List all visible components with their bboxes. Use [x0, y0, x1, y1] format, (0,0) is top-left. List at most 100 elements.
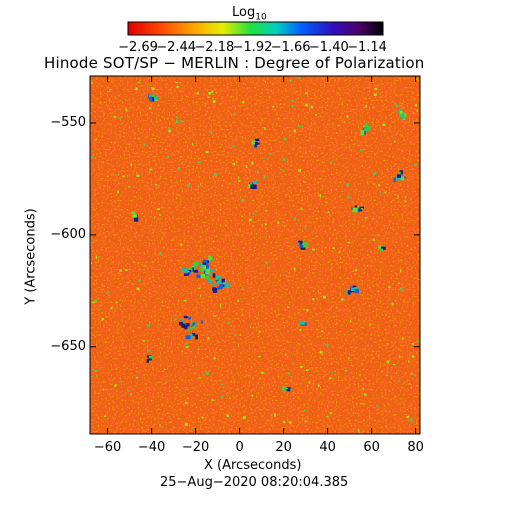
polarization-speck	[410, 419, 413, 423]
polarization-speck	[291, 105, 294, 107]
polarization-speck	[391, 302, 394, 305]
polarization-speck	[250, 326, 251, 328]
polarization-speck	[127, 186, 131, 188]
polarization-speck	[372, 238, 375, 241]
polarization-speck	[283, 158, 286, 161]
polarization-patch	[203, 270, 207, 276]
polarization-speck	[102, 388, 104, 391]
polarization-speck	[208, 92, 211, 95]
polarization-speck	[298, 77, 301, 79]
polarization-speck	[305, 369, 309, 371]
polarization-patch	[281, 387, 286, 391]
polarization-speck	[264, 223, 267, 226]
polarization-patch	[360, 130, 365, 135]
polarization-patch	[354, 288, 359, 294]
polarization-speck	[191, 143, 194, 145]
polarization-patch	[205, 271, 210, 275]
polarization-speck	[283, 225, 285, 227]
polarization-speck	[135, 376, 139, 379]
polarization-patch	[184, 325, 188, 330]
polarization-speck	[147, 349, 149, 352]
polarization-speck	[95, 256, 98, 259]
polarization-speck	[346, 183, 349, 186]
colorbar	[127, 21, 384, 36]
polarization-patch	[181, 319, 185, 322]
polarization-speck	[294, 218, 296, 220]
polarization-patch	[182, 268, 186, 271]
polarization-speck	[337, 124, 339, 126]
polarization-speck	[410, 373, 414, 375]
page-title: Hinode SOT/SP − MERLIN : Degree of Polar…	[44, 54, 425, 72]
polarization-speck	[94, 299, 98, 302]
polarization-patch	[351, 287, 355, 291]
polarization-speck	[354, 269, 357, 272]
polarization-patch	[185, 269, 188, 274]
polarization-patch	[146, 359, 150, 363]
polarization-patch	[354, 287, 358, 290]
polarization-speck	[408, 360, 410, 363]
polarization-speck	[174, 318, 177, 321]
polarization-speck	[418, 340, 420, 343]
polarization-patch	[189, 326, 195, 329]
polarization-speck	[185, 342, 188, 345]
colorbar-label: Log10	[232, 6, 267, 23]
polarization-patch	[183, 315, 188, 319]
polarization-patch	[252, 180, 258, 184]
polarization-speck	[290, 99, 294, 102]
polarization-patch	[153, 96, 159, 100]
polarization-speck	[94, 138, 97, 141]
polarization-speck	[205, 151, 209, 154]
polarization-speck	[184, 388, 187, 391]
polarization-speck	[104, 415, 107, 418]
polarization-patch	[208, 279, 213, 283]
polarization-speck	[251, 394, 253, 397]
polarization-speck	[135, 87, 138, 91]
polarization-patch	[399, 108, 403, 111]
polarization-speck	[147, 324, 150, 327]
polarization-speck	[191, 427, 195, 429]
polarization-patch	[180, 270, 185, 273]
polarization-speck	[237, 299, 239, 302]
polarization-speck	[164, 368, 166, 370]
polarization-speck	[278, 413, 280, 416]
polarization-speck	[127, 389, 129, 391]
polarization-patch	[378, 244, 382, 249]
polarization-patch	[217, 286, 222, 290]
polarization-patch	[215, 277, 218, 281]
polarization-speck	[288, 372, 290, 375]
polarization-patch	[187, 328, 190, 332]
polarization-speck	[418, 279, 420, 280]
polarization-speck	[263, 157, 265, 159]
polarization-speck	[238, 176, 240, 180]
polarization-speck	[379, 191, 382, 193]
polarization-patch	[178, 321, 183, 326]
x-tick-label: 80	[407, 440, 424, 455]
polarization-speck	[161, 397, 164, 399]
polarization-speck	[220, 395, 224, 398]
polarization-speck	[360, 208, 364, 210]
polarization-speck	[397, 194, 399, 198]
polarization-speck	[184, 423, 188, 426]
polarization-patch	[364, 128, 369, 131]
polarization-patch	[399, 176, 405, 181]
polarization-speck	[406, 416, 409, 419]
polarization-speck	[346, 115, 349, 118]
polarization-patch	[208, 256, 211, 261]
polarization-speck	[232, 163, 234, 165]
polarization-speck	[176, 82, 178, 84]
polarization-patch	[299, 245, 304, 249]
polarization-speck	[399, 269, 402, 273]
polarization-speck	[234, 138, 237, 141]
polarization-speck	[175, 120, 179, 124]
colorbar-tick-label: −1.14	[347, 40, 387, 55]
polarization-speck	[263, 175, 266, 179]
polarization-speck	[265, 210, 268, 212]
polarization-patch	[150, 96, 153, 102]
polarization-speck	[395, 103, 398, 107]
polarization-speck	[298, 125, 301, 127]
polarization-speck	[90, 241, 92, 244]
polarization-speck	[130, 163, 132, 167]
polarization-speck	[122, 175, 126, 177]
polarization-speck	[397, 282, 401, 284]
y-axis-label: Y (Arcseconds)	[23, 208, 39, 305]
